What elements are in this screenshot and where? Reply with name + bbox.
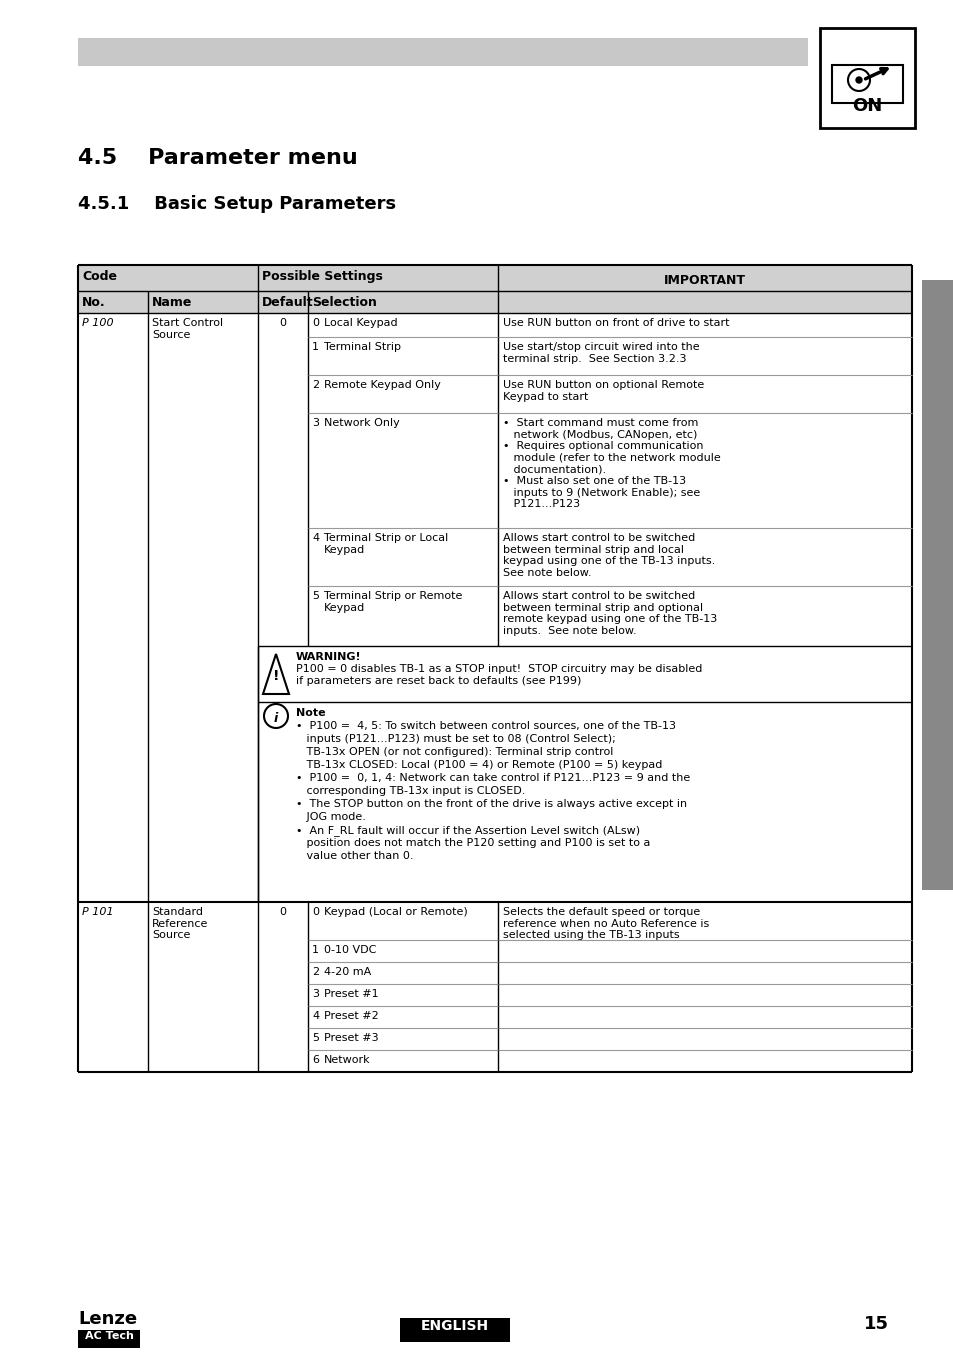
Text: ENGLISH: ENGLISH: [420, 1319, 489, 1333]
Text: Use start/stop circuit wired into the
terminal strip.  See Section 3.2.3: Use start/stop circuit wired into the te…: [502, 342, 699, 364]
Text: 0: 0: [279, 318, 286, 328]
Text: IMPORTANT: IMPORTANT: [663, 274, 745, 286]
Bar: [78, 38, 807, 65]
Text: Terminal Strip: Terminal Strip: [324, 342, 400, 352]
Text: Preset #1: Preset #1: [324, 990, 378, 999]
Circle shape: [847, 70, 869, 91]
Bar: [921, 279, 953, 890]
Text: 4.5.1    Basic Setup Parameters: 4.5.1 Basic Setup Parameters: [78, 195, 395, 213]
Text: Possible Settings: Possible Settings: [262, 270, 382, 284]
Text: Use RUN button on front of drive to start: Use RUN button on front of drive to star…: [502, 318, 729, 328]
Text: position does not match the P120 setting and P100 is set to a: position does not match the P120 setting…: [295, 838, 650, 848]
Text: 0-10 VDC: 0-10 VDC: [324, 945, 376, 955]
Text: 3: 3: [312, 418, 318, 428]
Text: Name: Name: [152, 296, 193, 309]
Text: P 101: P 101: [82, 906, 113, 917]
Polygon shape: [263, 654, 289, 694]
Text: Start Control
Source: Start Control Source: [152, 318, 223, 339]
Text: P100 = 0 disables TB-1 as a STOP input!  STOP circuitry may be disabled
if param: P100 = 0 disables TB-1 as a STOP input! …: [295, 664, 701, 686]
Text: 2: 2: [312, 380, 319, 390]
Text: 1: 1: [312, 342, 318, 352]
Text: Network: Network: [324, 1055, 370, 1065]
Text: 3: 3: [312, 990, 318, 999]
Text: Network Only: Network Only: [324, 418, 399, 428]
Text: 1: 1: [312, 945, 318, 955]
Text: Preset #2: Preset #2: [324, 1011, 378, 1021]
Text: TB-13x OPEN (or not configured): Terminal strip control: TB-13x OPEN (or not configured): Termina…: [295, 747, 613, 756]
Text: corresponding TB-13x input is CLOSED.: corresponding TB-13x input is CLOSED.: [295, 786, 525, 796]
Text: •  P100 =  4, 5: To switch between control sources, one of the TB-13: • P100 = 4, 5: To switch between control…: [295, 721, 676, 731]
Text: 15: 15: [862, 1315, 887, 1333]
Text: ON: ON: [851, 97, 882, 114]
Text: WARNING!: WARNING!: [295, 652, 361, 662]
Text: value other than 0.: value other than 0.: [295, 851, 413, 861]
Text: 5: 5: [312, 592, 318, 601]
Text: Note: Note: [295, 707, 325, 718]
Circle shape: [264, 705, 288, 728]
Text: 4: 4: [312, 533, 319, 542]
Bar: [78, 264, 911, 290]
Text: Code: Code: [82, 270, 117, 284]
Text: i: i: [274, 711, 278, 725]
Text: No.: No.: [82, 296, 106, 309]
Text: 5: 5: [312, 1033, 318, 1043]
Text: Terminal Strip or Remote
Keypad: Terminal Strip or Remote Keypad: [324, 592, 462, 612]
Text: 4.5    Parameter menu: 4.5 Parameter menu: [78, 149, 357, 168]
Bar: [399, 1318, 510, 1343]
Circle shape: [855, 76, 862, 83]
Text: Standard
Reference
Source: Standard Reference Source: [152, 906, 208, 940]
Bar: [78, 1330, 140, 1348]
Bar: [820, 29, 914, 128]
Text: Allows start control to be switched
between terminal strip and local
keypad usin: Allows start control to be switched betw…: [502, 533, 715, 578]
Text: 4-20 mA: 4-20 mA: [324, 966, 371, 977]
Text: •  The STOP button on the front of the drive is always active except in: • The STOP button on the front of the dr…: [295, 799, 686, 810]
Text: Use RUN button on optional Remote
Keypad to start: Use RUN button on optional Remote Keypad…: [502, 380, 703, 402]
Text: •  Start command must come from
   network (Modbus, CANopen, etc)
•  Requires op: • Start command must come from network (…: [502, 418, 720, 510]
Text: Lenze: Lenze: [78, 1310, 137, 1328]
Text: Terminal Strip or Local
Keypad: Terminal Strip or Local Keypad: [324, 533, 448, 555]
Text: Local Keypad: Local Keypad: [324, 318, 397, 328]
Bar: [78, 290, 911, 313]
Text: 2: 2: [312, 966, 319, 977]
Text: TB-13x CLOSED: Local (P100 = 4) or Remote (P100 = 5) keypad: TB-13x CLOSED: Local (P100 = 4) or Remot…: [295, 761, 661, 770]
Text: 0: 0: [279, 906, 286, 917]
Text: 4: 4: [312, 1011, 319, 1021]
Text: 0: 0: [312, 906, 318, 917]
Text: JOG mode.: JOG mode.: [295, 812, 366, 822]
Text: inputs (P121...P123) must be set to 08 (Control Select);: inputs (P121...P123) must be set to 08 (…: [295, 735, 615, 744]
Text: 0: 0: [312, 318, 318, 328]
Text: Preset #3: Preset #3: [324, 1033, 378, 1043]
Text: P 100: P 100: [82, 318, 113, 328]
Text: !: !: [273, 669, 279, 683]
Text: Allows start control to be switched
between terminal strip and optional
remote k: Allows start control to be switched betw…: [502, 592, 717, 635]
Text: •  An F_RL fault will occur if the Assertion Level switch (ALsw): • An F_RL fault will occur if the Assert…: [295, 825, 639, 836]
Text: Remote Keypad Only: Remote Keypad Only: [324, 380, 440, 390]
Text: Selection: Selection: [312, 296, 376, 309]
Text: Default: Default: [262, 296, 314, 309]
Text: AC Tech: AC Tech: [85, 1332, 133, 1341]
Text: Keypad (Local or Remote): Keypad (Local or Remote): [324, 906, 467, 917]
Text: Selects the default speed or torque
reference when no Auto Reference is
selected: Selects the default speed or torque refe…: [502, 906, 708, 940]
Bar: [831, 65, 902, 104]
Text: 6: 6: [312, 1055, 318, 1065]
Text: •  P100 =  0, 1, 4: Network can take control if P121...P123 = 9 and the: • P100 = 0, 1, 4: Network can take contr…: [295, 773, 690, 782]
